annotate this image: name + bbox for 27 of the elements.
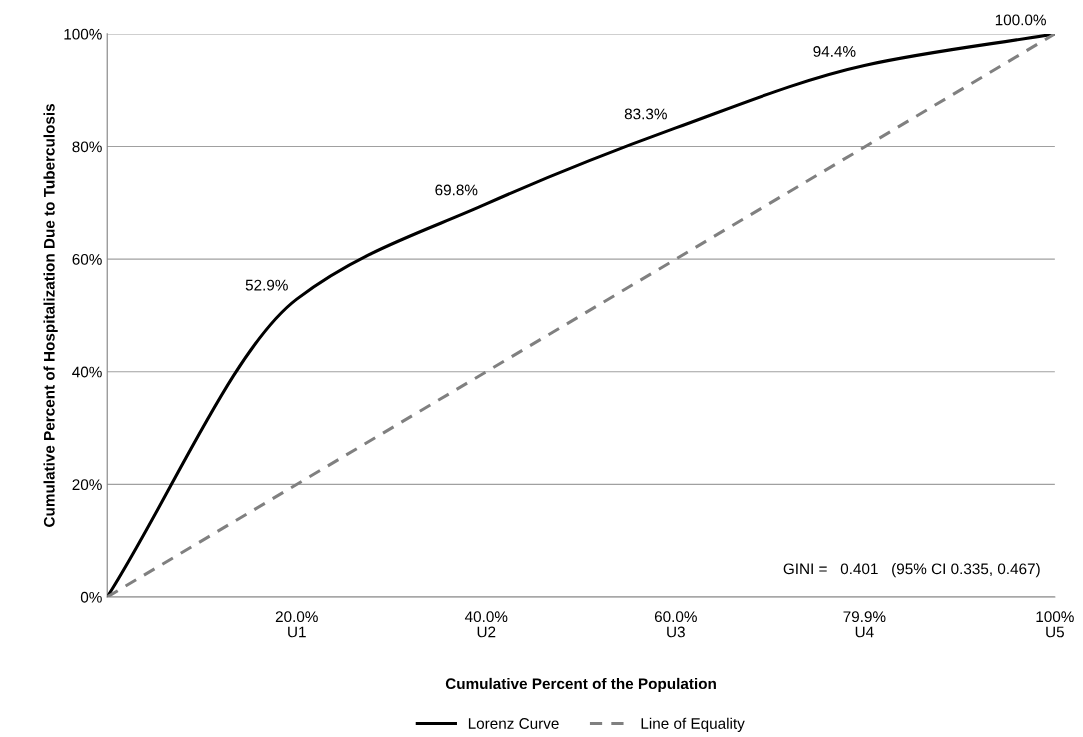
line-series [107, 33, 1055, 597]
x-tick-label: 60.0% [654, 611, 697, 623]
y-tick-label: 100% [64, 28, 102, 40]
annotation: GINI = 0.401 (95% CI 0.335, 0.467) [783, 563, 1040, 578]
data-label: 69.8% [435, 184, 478, 196]
data-label: 52.9% [245, 279, 288, 291]
y-tick-label: 60% [72, 254, 102, 265]
text: U3 [667, 626, 685, 638]
text: U1 [288, 626, 306, 638]
data-label: 83.3% [624, 108, 667, 120]
text: U5 [1046, 626, 1064, 638]
y-tick-label: 0% [80, 591, 102, 603]
x-axis-title: Cumulative Percent of the Population [445, 677, 716, 693]
text: U4 [855, 626, 874, 638]
x-tick-label: 100% [1036, 611, 1074, 623]
text: U2 [477, 626, 496, 638]
y-tick-label: 80% [72, 141, 102, 153]
y-tick-label: 20% [72, 479, 102, 491]
legend-label: Lorenz Curve [468, 718, 559, 729]
x-tick-label: 40.0% [464, 611, 508, 623]
y-tick-label: 40% [72, 366, 102, 378]
data-label: 100.0% [995, 14, 1046, 26]
x-tick-label: 20.0% [275, 611, 318, 623]
y-axis-title: Cumulative Percent of Hospitalization Due to Tuberculosis [43, 103, 58, 527]
x-tick-label: 79.9% [843, 611, 886, 623]
data-label: 94.4% [813, 46, 856, 57]
legend-label: Line of Equality [641, 717, 745, 732]
